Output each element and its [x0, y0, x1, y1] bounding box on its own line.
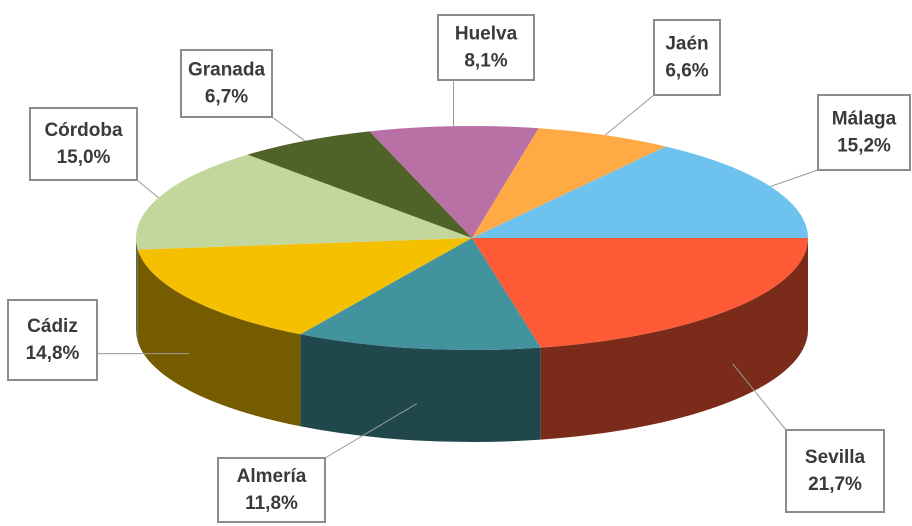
label-box: [180, 49, 273, 118]
leader-line: [770, 169, 819, 187]
label-name: Córdoba: [44, 120, 123, 141]
label-name: Sevilla: [805, 447, 866, 468]
label-box: [437, 14, 535, 81]
label-value: 21,7%: [808, 474, 862, 495]
label-box: [7, 299, 98, 381]
label-box: [29, 107, 138, 181]
label-value: 6,6%: [665, 61, 708, 82]
label-value: 14,8%: [26, 343, 80, 364]
leader-line: [136, 179, 159, 199]
label-name: Cádiz: [27, 316, 78, 337]
slice: [472, 238, 808, 348]
label-value: 8,1%: [464, 51, 507, 72]
leader-line: [271, 116, 306, 142]
label-box: [653, 19, 721, 96]
leader-line: [732, 363, 787, 431]
label-name: Almería: [237, 466, 307, 487]
slice-side: [137, 249, 301, 427]
slice: [472, 146, 808, 238]
label-name: Jaén: [665, 34, 708, 55]
label-value: 15,0%: [57, 147, 111, 168]
leader-line: [604, 94, 655, 136]
slice-side: [540, 238, 808, 440]
label-value: 11,8%: [245, 493, 298, 514]
slice: [300, 238, 541, 350]
label-value: 6,7%: [205, 87, 248, 108]
label-name: Málaga: [832, 109, 897, 130]
label-name: Granada: [188, 60, 266, 81]
slice: [137, 238, 472, 335]
slice-side: [136, 238, 138, 342]
slice: [472, 128, 666, 238]
label-box: [785, 429, 885, 513]
label-name: Huelva: [455, 24, 518, 45]
slice-side: [300, 334, 541, 442]
slice: [369, 126, 539, 238]
slice: [136, 154, 473, 250]
label-value: 15,2%: [837, 136, 891, 157]
label-box: [817, 94, 911, 171]
slice: [247, 131, 472, 238]
label-box: [217, 457, 326, 523]
leader-line: [324, 403, 418, 459]
